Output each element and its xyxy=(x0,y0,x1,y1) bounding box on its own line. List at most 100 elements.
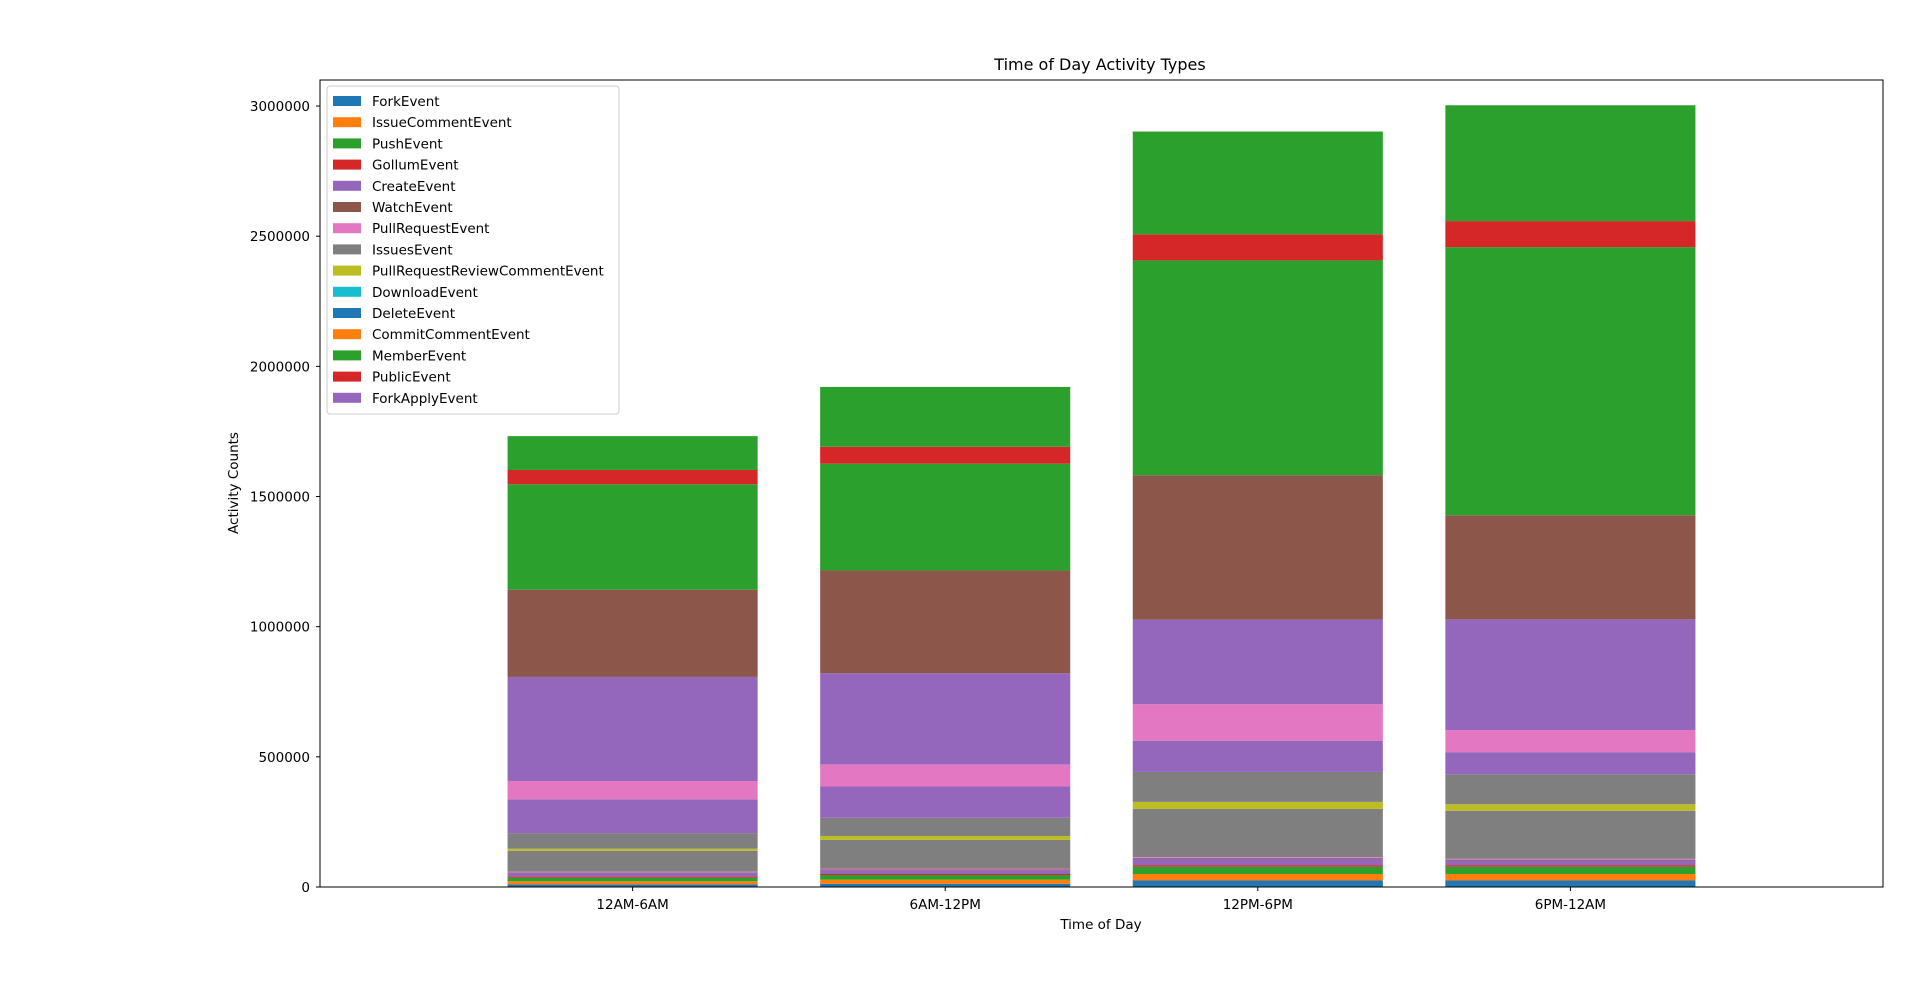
bar-segment xyxy=(1132,131,1383,235)
bar-segment xyxy=(507,881,758,885)
legend-label: CreateEvent xyxy=(372,179,456,195)
bar-segment xyxy=(820,870,1071,874)
legend-swatch xyxy=(333,180,361,191)
bar-segment xyxy=(1132,873,1383,881)
bar-segment xyxy=(507,484,758,590)
y-tick-label: 500000 xyxy=(258,750,310,766)
bar-segment xyxy=(820,869,1071,871)
legend-swatch xyxy=(333,371,361,382)
legend-swatch xyxy=(333,244,361,255)
bar-segment xyxy=(820,764,1071,787)
bar-segment xyxy=(507,436,758,470)
legend-swatch xyxy=(333,159,361,170)
bar-segment xyxy=(1132,740,1383,772)
y-axis: 0 500000 1000000 1500000 2000000 2500000 30000… xyxy=(250,99,320,896)
bar-segment xyxy=(1445,105,1696,222)
bar-segment xyxy=(1132,234,1383,261)
x-tick-label: 12AM-6AM xyxy=(596,897,668,913)
legend-swatch xyxy=(333,265,361,276)
bar-segment xyxy=(820,386,1071,447)
bar-segment xyxy=(1445,515,1696,620)
legend-swatch xyxy=(333,138,361,149)
bar-segment xyxy=(820,446,1071,464)
bar-segment xyxy=(1445,860,1696,866)
bar-segment xyxy=(507,469,758,485)
bar-segment xyxy=(820,835,1071,840)
y-axis-label: Activity Counts xyxy=(226,432,242,534)
bar-segment xyxy=(1132,857,1383,859)
bar-segment xyxy=(820,570,1071,674)
bar-segment xyxy=(1132,857,1383,858)
bar-segment xyxy=(507,848,758,851)
bar-segment xyxy=(507,781,758,800)
legend-label: PublicEvent xyxy=(372,370,451,386)
bar-segment xyxy=(1132,475,1383,620)
bar-segment xyxy=(1445,873,1696,881)
y-tick-label: 1500000 xyxy=(250,490,310,506)
legend-label: CommitCommentEvent xyxy=(372,327,530,343)
bar-segment xyxy=(507,589,758,677)
plot-frame xyxy=(319,79,1884,888)
bar-segment xyxy=(1445,247,1696,516)
legend: ForkEvent IssueCommentEvent PushEvent Gollu… xyxy=(326,85,620,415)
bar-segment xyxy=(1132,880,1383,887)
bar-segment xyxy=(1132,808,1383,858)
legend-label: IssueCommentEvent xyxy=(372,115,512,131)
bar-segment xyxy=(820,879,1071,884)
legend-swatch xyxy=(333,392,361,403)
legend-label: MemberEvent xyxy=(372,348,466,364)
legend-swatch xyxy=(333,308,361,318)
bar-segment xyxy=(507,799,758,834)
bar-segment xyxy=(507,676,758,782)
bars-layer xyxy=(507,105,1696,887)
bar-segment xyxy=(820,883,1071,887)
bar-segment xyxy=(1445,730,1696,753)
bar-segment xyxy=(507,833,758,849)
x-axis-label: Time of Day xyxy=(1059,917,1141,933)
bar-segment xyxy=(820,873,1071,876)
legend-label: ForkApplyEvent xyxy=(372,391,478,407)
legend-label: PullRequestReviewCommentEvent xyxy=(372,264,604,280)
x-tick-label: 6PM-12AM xyxy=(1535,897,1606,913)
bar-segment xyxy=(820,463,1071,571)
bar-segment xyxy=(820,839,1071,869)
legend-swatch xyxy=(333,286,361,297)
legend-swatch xyxy=(333,329,361,340)
bar-segment xyxy=(507,872,758,873)
bar-segment xyxy=(507,872,758,877)
bar-segment xyxy=(820,673,1071,765)
x-tick-label: 6AM-12PM xyxy=(910,897,981,913)
bar-segment xyxy=(1445,221,1696,248)
legend-swatch xyxy=(333,202,361,212)
legend-swatch xyxy=(333,96,361,106)
bar-segment xyxy=(507,884,758,887)
bar-segment xyxy=(1445,752,1696,775)
bar-segment xyxy=(1132,866,1383,874)
bar-segment xyxy=(820,786,1071,818)
legend-label: GollumEvent xyxy=(372,158,459,174)
bar-segment xyxy=(1445,774,1696,805)
x-tick-label: 12PM-6PM xyxy=(1223,897,1293,913)
bar-segment xyxy=(820,875,1071,880)
legend-frame xyxy=(326,85,620,415)
legend-label: WatchEvent xyxy=(372,200,453,216)
bar-segment xyxy=(1132,260,1383,476)
y-tick-label: 3000000 xyxy=(250,99,310,115)
legend-swatch xyxy=(333,223,361,234)
bar-segment xyxy=(1132,865,1383,867)
bar-segment xyxy=(507,871,758,873)
bar-segment xyxy=(507,876,758,878)
chart-title: Time of Day Activity Types xyxy=(993,55,1205,74)
bar-segment xyxy=(1445,866,1696,874)
bar-segment xyxy=(1132,704,1383,741)
bar-segment xyxy=(1445,810,1696,859)
legend-label: PushEvent xyxy=(372,136,443,152)
bar-segment xyxy=(1445,859,1696,861)
bar-segment xyxy=(1445,880,1696,887)
y-tick-label: 0 xyxy=(301,880,310,896)
y-tick-label: 2000000 xyxy=(250,359,310,375)
bar-segment xyxy=(1132,619,1383,705)
legend-label: ForkEvent xyxy=(372,94,440,110)
legend-label: DownloadEvent xyxy=(372,285,478,301)
